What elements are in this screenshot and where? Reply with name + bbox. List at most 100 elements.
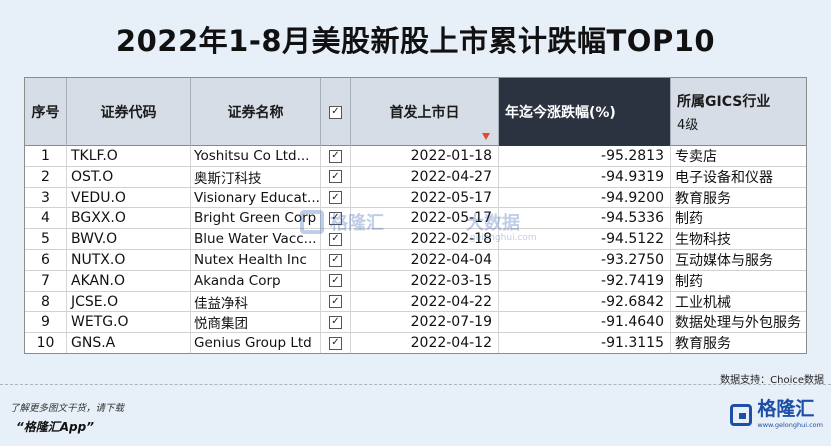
cell-pct: -93.2750 (499, 250, 671, 270)
cell-industry: 教育服务 (675, 190, 731, 207)
brand-logo[interactable]: 格隆汇 www.gelonghui.com (730, 400, 823, 429)
cell-check[interactable]: ✓ (321, 166, 351, 187)
cell-pct: -95.2813 (499, 146, 671, 166)
logo-url: www.gelonghui.com (757, 421, 823, 429)
data-source: 数据支持：Choice数据 (720, 375, 824, 386)
filter-icon[interactable] (482, 133, 490, 140)
cell-check[interactable]: ✓ (321, 333, 351, 353)
table-row[interactable]: 9 WETG.O 悦商集团 ✓ 2022-07-19 -91.4640 数据处理与外包服务 (25, 312, 806, 334)
cell-date: 2022-03-15 (351, 270, 499, 291)
cell-pct: -94.5122 (499, 229, 671, 250)
row-checkbox-icon[interactable]: ✓ (329, 253, 342, 267)
row-checkbox-icon[interactable]: ✓ (329, 170, 342, 184)
header-check[interactable]: ✓ (321, 78, 351, 146)
cell-check[interactable]: ✓ (321, 250, 351, 270)
checkbox-icon[interactable]: ✓ (329, 105, 342, 119)
cell-no: 3 (25, 187, 67, 208)
cell-date: 2022-04-04 (351, 250, 499, 270)
cell-code: VEDU.O (67, 187, 191, 208)
cell-name: 佳益净科 (191, 291, 321, 312)
cell-no: 2 (25, 166, 67, 187)
cell-check[interactable]: ✓ (321, 291, 351, 312)
cell-industry: 工业机械 (675, 294, 731, 311)
row-checkbox-icon[interactable]: ✓ (329, 315, 342, 329)
cell-no: 7 (25, 270, 67, 291)
cell-industry: 专卖店 (675, 149, 717, 165)
table-row[interactable]: 5 BWV.O Blue Water Vacc... ✓ 2022-02-18 -94.5… (25, 229, 806, 250)
table-row[interactable]: 8 JCSE.O 佳益净科 ✓ 2022-04-22 -92.6842 工业机械 (25, 291, 806, 313)
table-row[interactable]: 1 TKLF.O Yoshitsu Co Ltd... ✓ 2022-01-18 -95.… (25, 146, 806, 167)
table-row[interactable]: 6 NUTX.O Nutex Health Inc ✓ 2022-04-04 -93.27… (25, 250, 806, 271)
cell-pct: -91.4640 (499, 312, 671, 333)
cell-name: 奥斯汀科技 (191, 166, 321, 187)
cell-code: BWV.O (67, 229, 191, 250)
row-checkbox-icon[interactable]: ✓ (329, 191, 342, 205)
cell-no: 5 (25, 229, 67, 250)
cell-pct: -92.7419 (499, 270, 671, 291)
table-row[interactable]: 10 GNS.A Genius Group Ltd ✓ 2022-04-12 -91.31… (25, 333, 806, 353)
row-checkbox-icon[interactable]: ✓ (329, 149, 342, 163)
row-checkbox-icon[interactable]: ✓ (329, 274, 342, 288)
divider (0, 384, 831, 385)
header-industry-label: 所属GICS行业 (677, 94, 771, 110)
cell-name: 悦商集团 (191, 312, 321, 333)
cell-code: NUTX.O (67, 250, 191, 270)
cell-name: Genius Group Ltd (191, 333, 321, 353)
cell-industry: 数据处理与外包服务 (675, 315, 801, 332)
cell-code: BGXX.O (67, 208, 191, 229)
table-row[interactable]: 4 BGXX.O Bright Green Corp ✓ 2022-05-17 -94.5… (25, 208, 806, 230)
cell-pct: -94.9200 (499, 187, 671, 208)
cell-pct: -92.6842 (499, 291, 671, 312)
data-table: 序号 证券代码 证券名称 ✓ 首发上市日 年迄今涨跌幅(%) 所属GICS行业 … (24, 77, 807, 354)
table-row[interactable]: 3 VEDU.O Visionary Educat... ✓ 2022-05-17 -94… (25, 187, 806, 209)
header-pct[interactable]: 年迄今涨跌幅(%) (499, 78, 671, 146)
cell-industry: 生物科技 (675, 232, 731, 249)
cell-date: 2022-04-27 (351, 166, 499, 187)
cell-industry: 教育服务 (675, 336, 731, 353)
cell-name: Akanda Corp (191, 270, 321, 291)
cell-name: Yoshitsu Co Ltd... (191, 146, 321, 166)
cell-name: Blue Water Vacc... (191, 229, 321, 250)
cell-code: JCSE.O (67, 291, 191, 312)
header-date-label: 首发上市日 (389, 105, 460, 121)
cell-no: 1 (25, 146, 67, 166)
cell-name: Visionary Educat... (191, 187, 321, 208)
cell-industry: 制药 (675, 211, 703, 228)
cell-pct: -94.9319 (499, 166, 671, 187)
header-no[interactable]: 序号 (25, 78, 67, 146)
cell-name: Bright Green Corp (191, 208, 321, 229)
header-date[interactable]: 首发上市日 (351, 78, 499, 146)
cell-date: 2022-01-18 (351, 146, 499, 166)
cell-code: GNS.A (67, 333, 191, 353)
page-title: 2022年1-8月美股新股上市累计跌幅TOP10 (115, 24, 716, 58)
cell-check[interactable]: ✓ (321, 312, 351, 333)
cell-pct: -91.3115 (499, 333, 671, 353)
header-name[interactable]: 证券名称 (191, 78, 321, 146)
header-industry[interactable]: 所属GICS行业 4级 (671, 78, 806, 146)
cell-check[interactable]: ✓ (321, 146, 351, 166)
cell-check[interactable]: ✓ (321, 270, 351, 291)
logo-icon (730, 403, 753, 426)
header-industry-level: 4级 (677, 118, 699, 133)
row-checkbox-icon[interactable]: ✓ (329, 295, 342, 309)
row-checkbox-icon[interactable]: ✓ (329, 336, 342, 350)
cell-check[interactable]: ✓ (321, 208, 351, 229)
cell-code: TKLF.O (67, 146, 191, 166)
cell-no: 4 (25, 208, 67, 229)
cell-check[interactable]: ✓ (321, 187, 351, 208)
table-row[interactable]: 2 OST.O 奥斯汀科技 ✓ 2022-04-27 -94.9319 电子设备和仪器 (25, 166, 806, 188)
cell-industry: 电子设备和仪器 (675, 169, 773, 186)
cell-code: WETG.O (67, 312, 191, 333)
row-checkbox-icon[interactable]: ✓ (329, 211, 342, 225)
cell-date: 2022-07-19 (351, 312, 499, 333)
cell-name: Nutex Health Inc (191, 250, 321, 270)
cell-check[interactable]: ✓ (321, 229, 351, 250)
cell-industry: 制药 (675, 273, 703, 290)
row-checkbox-icon[interactable]: ✓ (329, 232, 342, 246)
cell-date: 2022-04-22 (351, 291, 499, 312)
promo-app-name[interactable]: “格隆汇App” (16, 420, 94, 434)
header-code[interactable]: 证券代码 (67, 78, 191, 146)
table-row[interactable]: 7 AKAN.O Akanda Corp ✓ 2022-03-15 -92.7419 制药 (25, 270, 806, 292)
promo-text: 了解更多图文干货，请下载 (10, 403, 125, 414)
cell-date: 2022-05-17 (351, 208, 499, 229)
